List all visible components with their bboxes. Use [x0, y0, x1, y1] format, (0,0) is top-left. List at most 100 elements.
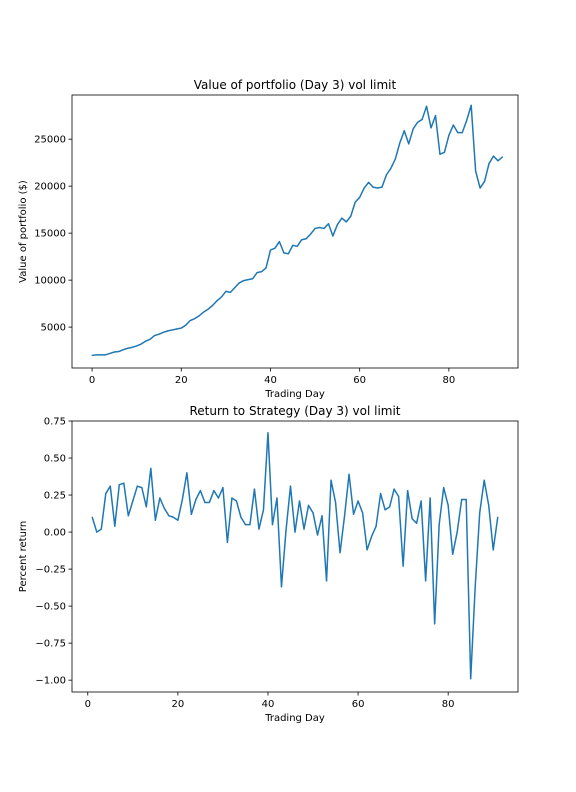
data-point	[91, 516, 93, 518]
data-point	[357, 500, 359, 502]
data-point	[280, 586, 283, 588]
data-point	[141, 487, 143, 489]
data-point	[105, 492, 107, 495]
y-tick-label: −0.75	[35, 639, 66, 650]
data-point	[240, 516, 242, 518]
data-point	[381, 186, 383, 188]
x-tick-label: 0	[89, 375, 95, 386]
data-point	[104, 354, 107, 356]
data-point	[145, 506, 147, 508]
data-point	[162, 331, 165, 333]
data-point	[278, 241, 280, 243]
data-point	[292, 244, 294, 246]
axes-frame	[71, 420, 519, 693]
data-point	[180, 327, 182, 329]
data-point	[470, 104, 472, 106]
y-tick-label: 5000	[41, 323, 66, 334]
data-point	[202, 311, 205, 313]
strategy-return-chart: Return to Strategy (Day 3) vol limit 0 20 4…	[18, 404, 519, 724]
data-point	[425, 580, 427, 582]
data-point	[474, 586, 476, 588]
data-point	[375, 525, 377, 527]
data-point	[262, 509, 265, 511]
data-point	[132, 500, 134, 502]
data-point	[380, 492, 382, 495]
data-point	[109, 352, 111, 355]
data-point	[153, 334, 156, 337]
data-point	[194, 318, 196, 320]
data-point	[402, 565, 404, 567]
data-point	[91, 354, 93, 356]
x-tick-label: 40	[264, 375, 277, 386]
data-point	[399, 142, 401, 144]
series-line	[91, 432, 499, 680]
data-point	[225, 290, 227, 293]
data-point	[271, 524, 274, 526]
x-tick-label: 20	[172, 699, 185, 710]
data-point	[330, 479, 332, 481]
data-point	[370, 535, 373, 538]
y-tick-label: 20000	[34, 182, 66, 193]
data-point	[260, 271, 263, 273]
data-point	[434, 623, 436, 625]
data-point	[136, 345, 138, 347]
data-point	[287, 253, 289, 255]
x-axis-label: Trading Day	[264, 713, 325, 724]
data-point	[461, 498, 463, 501]
data-point	[289, 485, 292, 487]
data-point	[389, 506, 391, 508]
data-point	[136, 485, 138, 487]
data-point	[384, 509, 386, 511]
data-point	[421, 118, 423, 121]
data-point	[318, 226, 321, 229]
data-point	[303, 528, 305, 530]
data-point	[334, 501, 337, 504]
data-point	[336, 224, 338, 226]
data-point	[199, 490, 201, 492]
y-axis-label: Percent return	[18, 521, 29, 592]
data-point	[332, 235, 334, 237]
data-point	[492, 155, 495, 157]
data-point	[301, 239, 303, 241]
data-point	[354, 201, 356, 203]
x-tick-label: 40	[262, 699, 275, 710]
data-point	[113, 351, 115, 353]
data-point	[321, 515, 323, 517]
data-point	[181, 498, 183, 501]
data-point	[100, 354, 102, 356]
chart-title: Value of portfolio (Day 3) vol limit	[194, 78, 397, 92]
data-point	[408, 143, 410, 145]
data-point	[298, 500, 301, 502]
data-point	[247, 279, 249, 281]
x-axis-label: Trading Day	[264, 389, 325, 400]
data-point	[393, 488, 395, 490]
data-point	[345, 221, 347, 223]
y-tick-label: 0.50	[44, 454, 66, 465]
y-axis-label: Value of portfolio ($)	[18, 180, 29, 283]
x-tick-label: 60	[352, 699, 365, 710]
data-point	[447, 504, 449, 507]
data-point	[343, 515, 346, 517]
data-point	[234, 287, 236, 289]
data-point	[274, 247, 276, 249]
data-point	[140, 343, 142, 345]
data-point	[114, 525, 116, 527]
data-point	[226, 541, 229, 544]
data-point	[123, 482, 125, 484]
data-point	[158, 333, 160, 335]
portfolio-value-chart: Value of portfolio (Day 3) vol limit 0 20 4…	[18, 78, 519, 400]
data-point	[167, 330, 169, 332]
data-point	[325, 580, 328, 582]
data-point	[276, 497, 278, 499]
data-point	[100, 528, 102, 530]
data-point	[204, 501, 206, 504]
data-point	[172, 516, 174, 518]
data-point	[267, 432, 269, 434]
data-point	[211, 304, 214, 307]
y-tick-label: 15000	[34, 229, 66, 240]
data-point	[327, 223, 330, 225]
data-point	[363, 187, 365, 189]
data-point	[176, 328, 178, 330]
data-point	[252, 278, 254, 280]
